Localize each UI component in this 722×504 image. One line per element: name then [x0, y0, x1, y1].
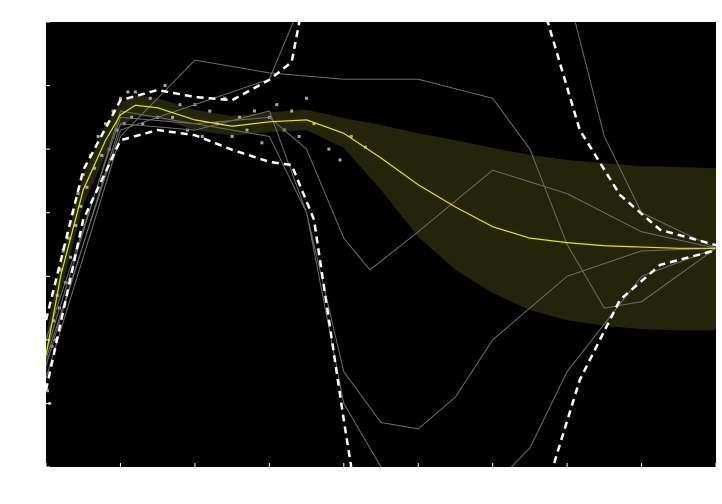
- data-point: [133, 90, 137, 94]
- data-point: [245, 128, 249, 132]
- data-point: [275, 103, 279, 107]
- data-point: [327, 147, 331, 151]
- curve-line: [46, 110, 716, 467]
- data-point: [130, 115, 134, 119]
- curve-line: [46, 59, 716, 379]
- curve-line: [46, 104, 716, 356]
- data-point: [148, 96, 152, 100]
- data-point: [260, 141, 264, 145]
- data-point: [297, 134, 301, 138]
- confidence-band: [46, 95, 716, 375]
- curve-line: [46, 110, 716, 430]
- data-point: [61, 249, 65, 253]
- plot-layer: [46, 22, 716, 467]
- data-point: [163, 84, 167, 88]
- data-point: [230, 134, 234, 138]
- data-point: [76, 192, 80, 196]
- data-point: [305, 96, 309, 100]
- data-point: [51, 319, 55, 323]
- data-point: [312, 122, 316, 126]
- curve-line: [46, 116, 716, 341]
- data-point: [126, 90, 130, 94]
- data-point: [104, 122, 108, 126]
- data-point: [223, 96, 227, 100]
- data-point: [46, 389, 49, 393]
- data-point: [115, 128, 119, 132]
- data-point: [178, 103, 182, 107]
- data-point: [338, 158, 342, 162]
- data-point: [171, 115, 175, 119]
- data-point: [107, 147, 111, 151]
- data-point: [59, 268, 63, 272]
- data-point: [69, 255, 73, 259]
- data-point: [79, 204, 83, 208]
- data-point: [141, 122, 145, 126]
- data-point: [96, 134, 100, 138]
- data-point: [290, 109, 294, 113]
- axes-layer: [45, 21, 717, 468]
- data-point: [92, 166, 96, 170]
- data-point: [85, 185, 89, 189]
- data-point: [118, 96, 122, 100]
- data-point: [208, 109, 212, 113]
- data-point: [66, 236, 70, 240]
- data-point: [111, 109, 115, 113]
- data-point: [252, 109, 256, 113]
- data-point: [238, 115, 242, 119]
- data-point: [200, 134, 204, 138]
- data-point: [185, 128, 189, 132]
- bound-line: [46, 22, 716, 321]
- data-point: [54, 338, 58, 342]
- curve-line: [46, 22, 716, 360]
- data-point: [349, 134, 353, 138]
- data-point: [100, 154, 104, 157]
- data-point: [74, 223, 78, 227]
- bound-line: [46, 128, 716, 467]
